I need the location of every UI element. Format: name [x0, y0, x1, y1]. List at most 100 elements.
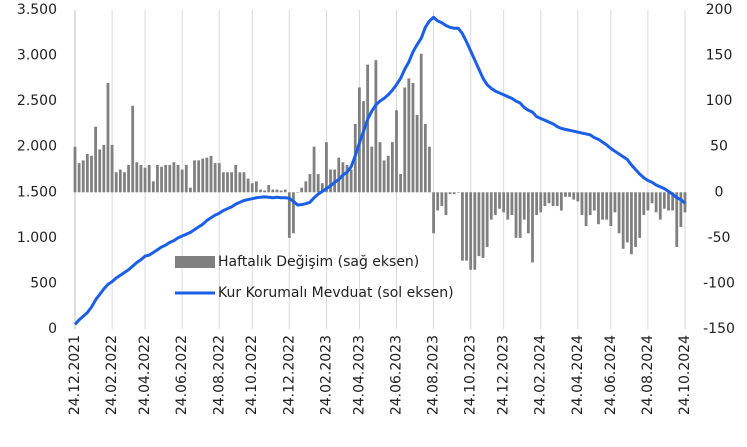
bar — [576, 192, 580, 202]
bar — [407, 78, 411, 193]
bar — [547, 192, 551, 204]
bar — [658, 192, 662, 220]
bar — [102, 144, 106, 193]
bar — [123, 172, 126, 193]
bar — [147, 164, 151, 193]
y-tick-label: 3.000 — [17, 48, 57, 64]
bar — [127, 164, 130, 193]
bar — [94, 126, 98, 193]
bar — [193, 160, 196, 193]
bar — [564, 192, 567, 197]
bar — [440, 192, 444, 206]
bar — [230, 172, 234, 193]
bar — [617, 192, 621, 234]
bar — [423, 123, 427, 193]
bar — [77, 163, 81, 193]
bar — [226, 172, 229, 193]
x-tick-label: 24.12.2022 — [281, 335, 297, 415]
bar — [114, 172, 118, 193]
bar — [461, 192, 464, 261]
bar — [73, 146, 77, 193]
bar — [580, 192, 584, 216]
bar — [275, 189, 279, 193]
bar — [189, 187, 192, 193]
y2-tick-label: -50 — [708, 230, 731, 246]
bar — [329, 169, 332, 193]
bar — [390, 142, 394, 193]
y2-tick-label: 200 — [706, 2, 733, 18]
y-tick-label: 1.500 — [17, 184, 57, 200]
x-tick-label: 24.08.2024 — [640, 335, 656, 415]
bar — [609, 192, 613, 227]
bar — [555, 192, 559, 206]
x-tick-label: 24.12.2023 — [496, 335, 512, 415]
bar — [386, 155, 390, 193]
x-tick-label: 24.04.2024 — [570, 335, 586, 415]
x-tick-label: 24.06.2023 — [388, 335, 404, 415]
x-tick-label: 24.06.2024 — [603, 335, 619, 415]
bar — [279, 190, 283, 193]
bar — [106, 82, 110, 193]
y-tick-label: 1.000 — [17, 230, 57, 246]
x-tick-label: 24.02.2022 — [104, 335, 120, 415]
bar — [436, 192, 440, 211]
bar — [143, 167, 147, 193]
bar — [370, 146, 374, 193]
bar — [184, 164, 188, 193]
bar — [592, 192, 596, 211]
bar — [551, 192, 555, 206]
bar — [362, 101, 365, 193]
bar — [535, 192, 539, 216]
bar — [671, 192, 675, 211]
line — [73, 15, 686, 326]
bar — [135, 162, 139, 193]
x-tick-label: 24.02.2023 — [318, 335, 334, 415]
bar — [522, 192, 526, 220]
bar — [432, 192, 435, 234]
y-tick-label: 2.000 — [17, 139, 57, 155]
bar — [139, 164, 143, 193]
bar — [308, 174, 312, 193]
y-tick-label: 3.500 — [17, 2, 57, 18]
bar — [221, 172, 225, 193]
bar — [456, 192, 460, 193]
y2-tick-label: -150 — [703, 321, 735, 337]
bar — [156, 164, 159, 193]
bar — [366, 64, 370, 193]
bar — [494, 192, 497, 216]
bar — [568, 192, 571, 197]
y2-tick-label: 0 — [715, 184, 724, 200]
x-tick-label: 24.10.2024 — [677, 335, 693, 415]
bar — [469, 192, 473, 270]
bar — [345, 164, 349, 193]
bar — [498, 192, 501, 209]
bar — [337, 157, 341, 193]
bar — [514, 192, 518, 238]
bar — [444, 192, 448, 216]
bar — [539, 192, 543, 213]
bar — [502, 192, 506, 213]
bar — [654, 192, 658, 213]
bar — [217, 163, 221, 193]
bar — [238, 172, 242, 193]
bar — [526, 192, 530, 234]
bar — [605, 192, 609, 220]
bar — [378, 142, 382, 193]
bar — [481, 192, 485, 258]
bar — [176, 164, 180, 193]
bar — [168, 164, 172, 193]
bar — [638, 192, 642, 238]
x-tick-label: 24.08.2022 — [211, 335, 227, 415]
bar — [662, 192, 666, 209]
bar — [209, 155, 213, 193]
bar — [506, 192, 510, 220]
bar — [131, 105, 135, 193]
bar — [448, 192, 452, 195]
bar — [543, 192, 547, 206]
y-tick-label: 0 — [48, 321, 57, 337]
bar — [382, 160, 386, 193]
bar — [465, 192, 468, 261]
bar — [428, 146, 431, 193]
bar — [259, 189, 262, 193]
